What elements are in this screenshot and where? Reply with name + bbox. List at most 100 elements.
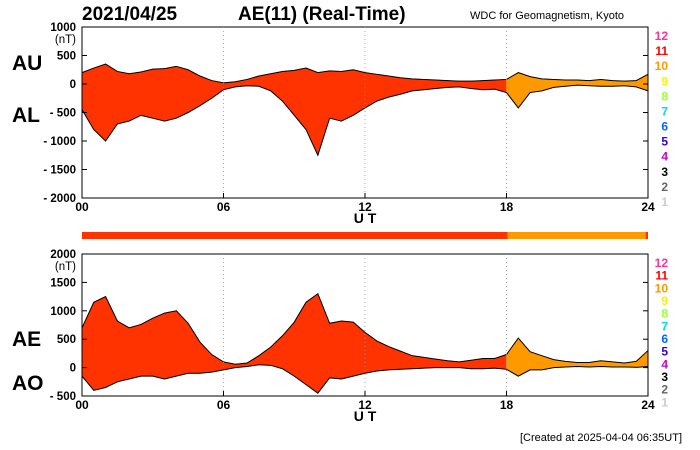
aual-band (482, 79, 496, 91)
aeao-band (293, 301, 307, 386)
aual-band (341, 69, 354, 122)
aeao-unit-label: (nT) (55, 261, 76, 273)
aual-ytick-label: 0 (70, 79, 76, 91)
aual-xtick-label: 00 (75, 200, 89, 214)
aual-legend-level: 6 (661, 120, 668, 134)
aeao-legend-level: 12 (655, 256, 669, 270)
aual-legend-level: 7 (661, 104, 668, 118)
aeao-ytick-label: 2000 (50, 249, 76, 261)
aual-band (270, 71, 283, 102)
aeao-band (258, 346, 271, 366)
aual-legend-level: 2 (661, 180, 668, 194)
aual-band (187, 69, 201, 114)
aeao-band (341, 320, 354, 380)
aeao-legend-level: 3 (661, 370, 668, 384)
aeao-band (187, 322, 201, 374)
aual-band (152, 68, 165, 122)
aual-band (105, 63, 118, 142)
ae-label: AE (12, 328, 42, 351)
aual-ytick-label: - 1500 (43, 165, 76, 177)
aeao-band (529, 351, 543, 371)
aeao-band (482, 358, 496, 370)
aual-legend-level: 12 (655, 29, 669, 43)
aual-au-line (81, 63, 649, 84)
aual-xtick-label: 06 (217, 200, 231, 214)
aual-band (423, 79, 437, 91)
aual-legend-level: 9 (661, 74, 668, 88)
aual-ytick-label: 1000 (50, 22, 76, 34)
aual-ytick-label: - 1000 (43, 136, 76, 148)
aeao-band (140, 317, 154, 377)
aual-band (211, 80, 224, 99)
aeao-band (105, 296, 118, 388)
aeao-ytick-label: 1500 (50, 277, 76, 289)
aeao-band (364, 331, 378, 374)
aeao-xtick-label: 12 (358, 398, 372, 412)
aual-band (517, 72, 531, 109)
al-label: AL (12, 104, 40, 127)
aeao-legend-level: 9 (661, 294, 668, 308)
aeao-band (93, 296, 106, 391)
aual-band (140, 68, 154, 119)
aeao-band (329, 320, 342, 380)
aual-band (447, 80, 460, 88)
ao-label: AO (12, 372, 44, 395)
aual-legend-level: 10 (655, 59, 669, 73)
date-label: 2021/04/25 (82, 4, 178, 25)
aual-unit-label: (nT) (55, 34, 76, 46)
au-label: AU (12, 52, 43, 75)
aual-ytick-label: - 2000 (43, 193, 76, 205)
aeao-ae-line (81, 292, 649, 365)
aual-band (164, 65, 177, 122)
aeao-ytick-label: 1000 (50, 306, 76, 318)
aeao-ytick-label: 500 (57, 334, 76, 346)
aual-legend-level: 5 (661, 135, 668, 149)
aeao-ytick-label: - 500 (50, 391, 76, 403)
station-bar-segment (82, 232, 508, 239)
aeao-legend-level: 2 (661, 383, 668, 397)
aeao-legend-level: 10 (655, 281, 669, 295)
chart-title: AE(11) (Real-Time) (238, 4, 406, 25)
aeao-xtick-label: 00 (75, 398, 89, 412)
aeao-band (117, 320, 130, 383)
aeao-legend-level: 8 (661, 307, 668, 321)
aual-band (388, 75, 401, 98)
source-label: WDC for Geomagnetism, Kyoto (470, 10, 625, 22)
station-bar-segment (507, 232, 646, 239)
aeao-band (211, 353, 224, 373)
aual-band (317, 70, 330, 156)
aual-ytick-label: - 500 (50, 108, 76, 120)
aual-xtick-label: 18 (500, 200, 514, 214)
aual-band (411, 78, 425, 92)
aeao-band (270, 335, 283, 370)
aeao-band (305, 293, 319, 394)
aual-band (128, 71, 142, 122)
aeao-band (199, 341, 213, 374)
aeao-band (152, 312, 165, 380)
aeao-band (176, 310, 189, 377)
aeao-band (128, 324, 142, 380)
aual-legend-level: 1 (661, 195, 668, 209)
aeao-legend-level: 5 (661, 345, 668, 359)
aual-band (93, 63, 106, 142)
aeao-legend-level: 6 (661, 332, 668, 346)
aeao-legend-level: 7 (661, 319, 668, 333)
aual-band (117, 71, 130, 125)
aeao-legend-level: 11 (655, 269, 668, 283)
aeao-legend-level: 1 (661, 395, 668, 409)
aual-legend-level: 8 (661, 89, 668, 103)
created-timestamp: [Created at 2025-04-04 06:35UT] (519, 432, 682, 444)
aeao-legend-level: 4 (661, 357, 668, 371)
aual-band (293, 67, 307, 131)
aual-legend-level: 11 (655, 44, 668, 58)
aeao-xtick-label: 24 (641, 398, 655, 412)
aual-band (176, 65, 189, 119)
aual-band (376, 73, 389, 102)
aeao-band (635, 349, 649, 368)
aeao-xaxis-label: U T (354, 408, 377, 424)
aeao-xtick-label: 06 (217, 398, 231, 412)
aual-band (199, 75, 213, 107)
aual-xtick-label: 24 (641, 200, 655, 214)
aual-xtick-label: 12 (358, 200, 372, 214)
